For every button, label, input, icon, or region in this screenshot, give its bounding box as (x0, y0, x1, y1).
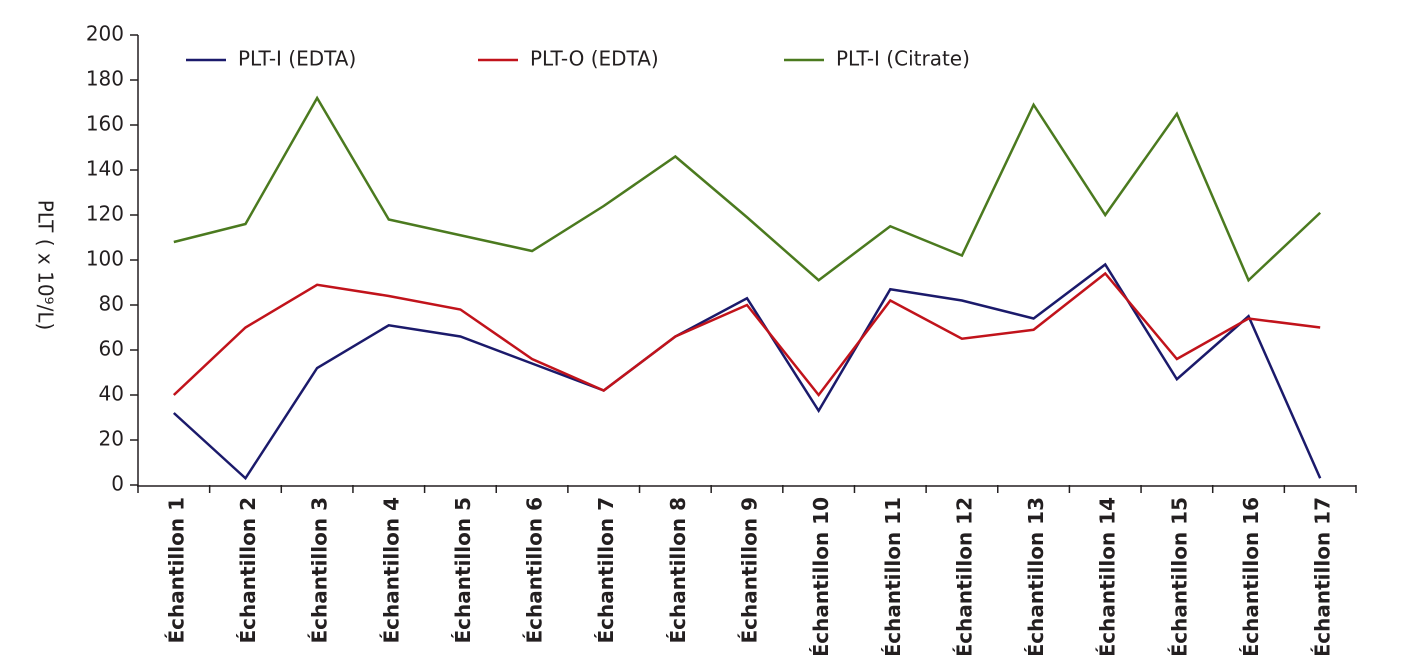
x-tick-label: Échantillon 6 (523, 497, 547, 643)
y-tick-label: 80 (99, 292, 124, 316)
x-tick-label: Échantillon 7 (594, 497, 618, 643)
legend-label: PLT-I (Citrate) (836, 47, 970, 71)
y-tick-label: 20 (99, 427, 124, 451)
series-line (172, 271, 1321, 398)
y-axis-label: PLT ( x 10⁹/L) (34, 200, 58, 331)
y-tick-label: 180 (86, 67, 124, 91)
x-tick-label: Échantillon 13 (1024, 497, 1048, 655)
x-tick-label: Échantillon 17 (1311, 497, 1335, 655)
x-tick-label: Échantillon 10 (809, 497, 833, 655)
x-tick-label: Échantillon 14 (1096, 497, 1120, 655)
x-tick-label: Échantillon 9 (738, 497, 762, 643)
y-tick-label: 60 (99, 337, 124, 361)
y-tick-label: 160 (86, 112, 124, 136)
legend-label: PLT-I (EDTA) (238, 47, 356, 71)
x-tick-label: Échantillon 16 (1239, 497, 1263, 655)
x-tick-label: Échantillon 11 (881, 497, 905, 655)
y-tick-label: 0 (111, 472, 124, 496)
x-tick-label: Échantillon 15 (1167, 497, 1191, 655)
x-tick-label: Échantillon 8 (666, 497, 690, 643)
y-tick-label: 140 (86, 157, 124, 181)
x-tick-label: Échantillon 1 (164, 497, 188, 643)
legend-label: PLT-O (EDTA) (530, 47, 659, 71)
x-tick-label: Échantillon 12 (952, 497, 976, 655)
x-tick-label: Échantillon 3 (308, 497, 332, 643)
series-line (172, 262, 1322, 481)
series-line (173, 95, 1322, 283)
y-tick-label: 200 (86, 22, 124, 46)
y-tick-label: 100 (86, 247, 124, 271)
y-tick-label: 120 (86, 202, 124, 226)
x-tick-label: Échantillon 5 (451, 497, 475, 643)
x-tick-label: Échantillon 4 (379, 497, 403, 643)
x-tick-label: Échantillon 2 (236, 497, 260, 643)
y-tick-label: 40 (99, 382, 124, 406)
